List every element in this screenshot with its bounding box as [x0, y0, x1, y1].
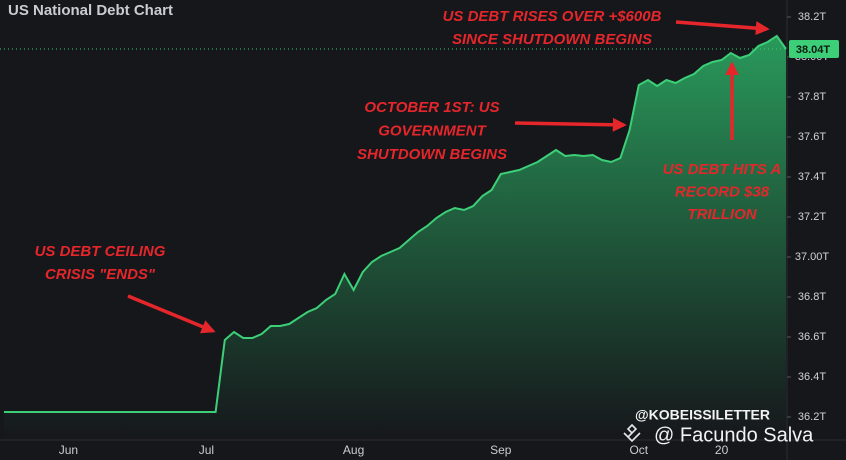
annotation: RECORD $38	[675, 183, 770, 200]
watermark: @KOBEISSILETTER	[635, 407, 770, 423]
annotation: TRILLION	[687, 206, 757, 223]
chart-title: US National Debt Chart	[8, 2, 173, 19]
x-tick-label: Aug	[343, 443, 364, 457]
y-tick-label: 36.2T	[798, 411, 826, 423]
annotation-arrow	[127, 294, 216, 334]
price-label-box	[789, 40, 839, 58]
x-tick-label: Sep	[490, 443, 512, 457]
annotation: SINCE SHUTDOWN BEGINS	[452, 31, 652, 48]
y-tick-label: 36.4T	[798, 371, 826, 383]
x-tick-label: Jul	[199, 443, 214, 457]
annotation: CRISIS "ENDS"	[45, 266, 156, 283]
annotation: GOVERNMENT	[378, 122, 487, 139]
annotation: US DEBT HITS A	[663, 161, 782, 178]
annotation: SHUTDOWN BEGINS	[357, 146, 507, 163]
area	[4, 36, 786, 440]
y-tick-label: 36.8T	[798, 291, 826, 303]
y-tick-label: 37.6T	[798, 131, 826, 143]
annotation-arrow	[514, 117, 627, 132]
y-tick-label: 37.00T	[795, 251, 830, 263]
price-label: 38.04T	[796, 44, 831, 56]
y-tick-label: 37.8T	[798, 91, 826, 103]
y-tick-label: 37.4T	[798, 171, 826, 183]
y-tick-label: 38.2T	[798, 11, 826, 23]
y-tick-label: 36.6T	[798, 331, 826, 343]
annotation: US DEBT RISES OVER +$600B	[443, 8, 662, 25]
x-tick-label: Jun	[59, 443, 78, 457]
x-tick-label: Oct	[629, 443, 648, 457]
line	[4, 34, 787, 413]
x-tick-label: 20	[715, 443, 729, 457]
y-tick-label: 37.2T	[798, 211, 826, 223]
watermark: @ Facundo Salva	[654, 424, 814, 446]
annotation-arrow	[675, 20, 770, 36]
annotation: US DEBT CEILING	[35, 243, 166, 260]
annotation: OCTOBER 1ST: US	[364, 99, 499, 116]
watermark-logo	[623, 423, 641, 443]
